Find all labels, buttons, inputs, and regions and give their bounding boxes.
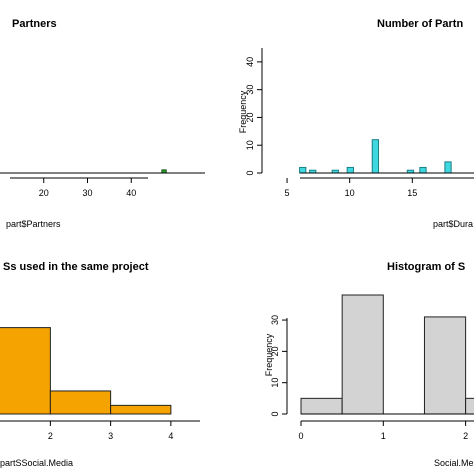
x-ticks: 0 1 2: [298, 421, 468, 441]
x-ticks: 5 10 15: [285, 178, 417, 198]
x-ticks: 2 3 4: [48, 421, 173, 441]
x-tick-label: 3: [108, 431, 113, 441]
x-tick-label: 15: [407, 188, 417, 198]
bar-8: [444, 161, 452, 174]
bar-1: [0, 327, 51, 415]
x-tick-label: 1: [381, 431, 386, 441]
x-tick-label: 5: [285, 188, 290, 198]
chart-title: Ss used in the same project: [3, 261, 149, 273]
x-axis-label: part$Partners: [6, 219, 61, 229]
y-tick-label: 30: [245, 85, 255, 95]
y-tick-label: 20: [270, 346, 280, 356]
panel-histogram-gray: Histogram of S 0 10 20 30 Frequency 0 1 2 Soc…: [264, 261, 474, 468]
bar-5: [465, 397, 474, 415]
bar-2: [49, 390, 112, 415]
bar-4: [423, 316, 467, 415]
y-tick-label: 20: [245, 112, 255, 122]
bar-5: [371, 139, 379, 174]
y-ticks: 0 10 20 30 40: [245, 57, 262, 176]
y-tick-label: 10: [270, 378, 280, 388]
x-tick-label: 2: [463, 431, 468, 441]
y-ticks: 0 10 20 30: [270, 315, 287, 417]
bar-2: [341, 294, 384, 415]
x-axis-label: part$Dura: [433, 219, 473, 229]
x-tick-label: 4: [168, 431, 173, 441]
y-axis-label: Frequency: [264, 333, 274, 376]
x-tick-label: 10: [345, 188, 355, 198]
y-axis-label: Frequency: [238, 90, 248, 133]
y-tick-label: 40: [245, 57, 255, 67]
y-tick-label: 30: [270, 315, 280, 325]
bar-1: [299, 166, 307, 174]
bars-group: [299, 139, 452, 174]
bar-3: [110, 404, 172, 415]
x-axis-label: partSSocial.Media: [0, 458, 73, 468]
chart-title: Histogram of S: [387, 261, 465, 273]
x-axis-label: Social.Me: [434, 458, 474, 468]
bars-group: [0, 327, 172, 415]
bars-group: [300, 294, 474, 415]
x-tick-label: 30: [82, 188, 92, 198]
y-tick-label: 10: [245, 140, 255, 150]
y-tick-label: 0: [245, 170, 255, 175]
y-tick-label: 0: [270, 411, 280, 416]
bar-7: [419, 166, 427, 174]
panel-social-media-orange: Ss used in the same project 2 3 4 partSSoc…: [0, 261, 200, 468]
bar-4: [346, 166, 354, 174]
bar-1: [300, 397, 343, 415]
x-tick-label: 0: [298, 431, 303, 441]
panel-partners: Partners 20 30 40 part$Partners: [0, 18, 205, 229]
panel-duration: Number of Partn 0 10 20 30 40 Frequency 5 10 1…: [238, 18, 474, 229]
chart-title: Number of Partn: [377, 18, 463, 30]
x-ticks: 20 30 40: [39, 178, 136, 198]
x-tick-label: 20: [39, 188, 49, 198]
chart-title: Partners: [12, 18, 57, 30]
x-tick-label: 40: [126, 188, 136, 198]
x-tick-label: 2: [48, 431, 53, 441]
